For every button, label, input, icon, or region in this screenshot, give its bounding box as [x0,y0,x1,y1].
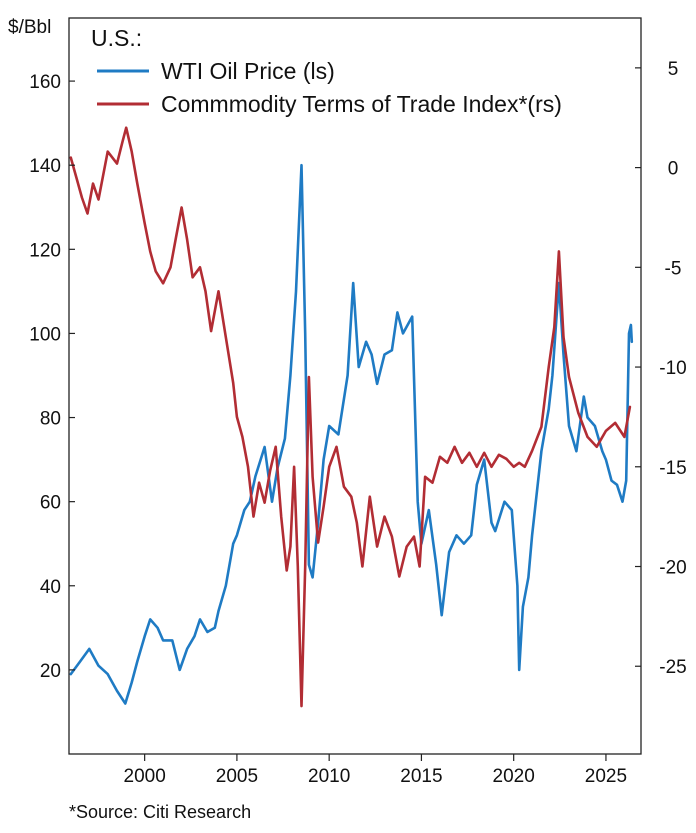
left-tick-label: 40 [40,577,61,598]
right-tick-label: -5 [665,258,682,279]
x-tick-label: 2010 [308,766,350,787]
right-tick-label: -25 [659,657,686,678]
legend-title: U.S.: [91,25,142,51]
series-layer [69,126,634,708]
legend-label-commodity-terms-of-trade: Commmodity Terms of Trade Index*(rs) [161,91,562,117]
left-tick-label: 80 [40,409,61,430]
legend-label-wti-oil-price: WTI Oil Price (ls) [161,58,335,84]
series-line-wti-oil-price [69,163,634,705]
x-tick-label: 2000 [124,766,166,787]
left-tick-label: 160 [29,72,61,93]
legend: U.S.: WTI Oil Price (ls) Commmodity Term… [91,25,562,117]
plot-frame [68,17,642,755]
right-tick-label: -15 [659,458,686,479]
x-tick-label: 2025 [585,766,627,787]
x-tick-label: 2020 [493,766,535,787]
left-tick-label: 120 [29,240,61,261]
left-axis-label: $/Bbl [8,17,51,38]
source-note: *Source: Citi Research [69,802,251,822]
series-line-commodity-terms-of-trade [69,126,632,708]
left-tick-label: 60 [40,493,61,514]
left-tick-label: 140 [29,156,61,177]
left-tick-label: 20 [40,661,61,682]
left-tick-label: 100 [29,324,61,345]
right-tick-label: -10 [659,358,686,379]
right-tick-label: 5 [668,59,679,80]
axis-ticks: 20 40 60 80 100 120 140 160 5 0 -5 -10 -15 -20 -25 2000… [29,59,686,787]
x-tick-label: 2005 [216,766,258,787]
right-tick-label: 0 [668,159,679,180]
right-tick-label: -20 [659,558,686,579]
x-tick-label: 2015 [400,766,442,787]
